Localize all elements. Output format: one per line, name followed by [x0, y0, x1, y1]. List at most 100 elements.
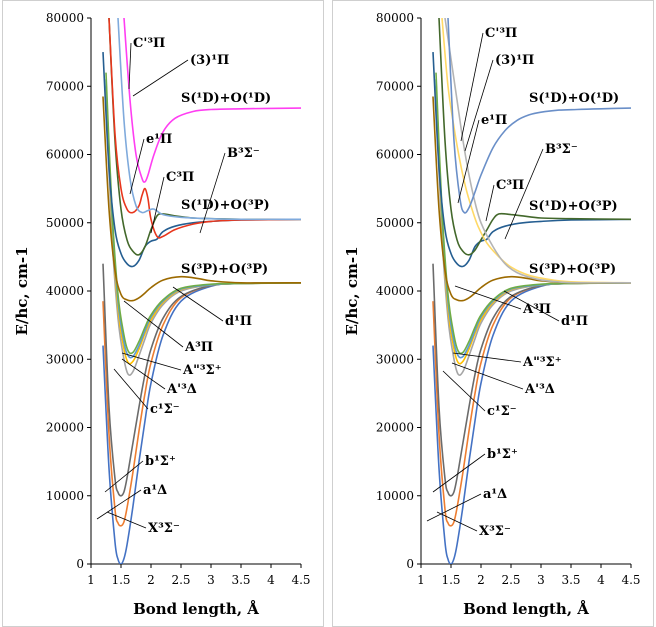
annotation-leader-line — [426, 493, 482, 522]
state-label-a: A"³Σ⁺ — [182, 363, 222, 378]
series-line-a — [435, 86, 631, 365]
state-label-a: A'³Δ — [524, 382, 555, 397]
x-tick-label: 4.5 — [621, 573, 640, 587]
annotation-leader-line — [123, 300, 184, 348]
state-label-x: X³Σ⁻ — [479, 524, 511, 539]
state-label-b: b¹Σ⁺ — [145, 454, 176, 469]
annotation-leader-line — [96, 489, 142, 520]
y-tick-label: 0 — [76, 557, 84, 571]
x-tick-label: 1 — [417, 573, 425, 587]
annotation-leader-line — [503, 290, 560, 322]
state-label-b: B³Σ⁻ — [227, 146, 260, 161]
state-label-3: (3)¹Π — [495, 53, 534, 68]
series-line-x — [432, 282, 631, 564]
state-label-a: A³Π — [184, 340, 213, 355]
annotation-leader-line — [121, 358, 166, 390]
x-tick-label: 1.5 — [111, 573, 130, 587]
y-tick-label: 60000 — [46, 148, 84, 162]
y-tick-label: 40000 — [376, 284, 414, 298]
annotation-leader-line — [436, 511, 478, 532]
y-axis-title: E/hc, cm-1 — [343, 246, 361, 335]
x-tick-label: 4.5 — [291, 573, 310, 587]
state-label-s-p-o-p: S(³P)+O(³P) — [181, 262, 268, 277]
chart-panel-left: 0 10000 20000 30000 40000 50000 60000 70000 8000… — [2, 0, 324, 627]
y-tick-label: 60000 — [376, 148, 414, 162]
state-label-a: a¹Δ — [143, 483, 167, 498]
series-line-d — [432, 96, 631, 302]
annotation-leader-line — [104, 460, 144, 493]
annotation-leader-line — [504, 148, 544, 240]
series-line-c — [438, 18, 631, 256]
series-line-c — [444, 18, 631, 284]
y-tick-label: 70000 — [46, 79, 84, 93]
annotation-leader-line — [485, 184, 495, 222]
y-tick-label: 30000 — [46, 352, 84, 366]
annotation-leader-line — [150, 176, 165, 234]
series-line-a — [105, 86, 301, 365]
state-label-s-d-o-d: S(¹D)+O(¹D) — [181, 91, 271, 106]
y-tick-label: 0 — [406, 557, 414, 571]
annotation-leader-line — [460, 32, 484, 142]
state-label-d: d¹Π — [561, 314, 588, 329]
state-label-d: d¹Π — [225, 314, 252, 329]
annotation-leader-line — [442, 370, 486, 412]
x-axis-title: Bond length, Å — [133, 600, 259, 618]
annotation-leader-line — [113, 368, 149, 410]
y-tick-label: 80000 — [46, 11, 84, 25]
series-group — [432, 18, 631, 564]
series-line-3 — [123, 18, 301, 183]
state-label-c: c¹Σ⁻ — [150, 402, 180, 417]
state-label-3: (3)¹Π — [190, 53, 229, 68]
state-label-s-d-o-p: S(¹D)+O(³P) — [181, 198, 270, 213]
annotation-leader-line — [132, 59, 189, 97]
x-tick-label: 2.5 — [501, 573, 520, 587]
y-tick-label: 80000 — [376, 11, 414, 25]
series-line-e — [441, 18, 631, 284]
annotation-leader-line — [464, 59, 494, 152]
x-tick-label: 1 — [87, 573, 95, 587]
series-line-a — [105, 72, 301, 355]
state-label-b: b¹Σ⁺ — [487, 447, 518, 462]
chart-panel-right: 0 10000 20000 30000 40000 50000 60000 70000 8000… — [332, 0, 654, 627]
x-tick-label: 3 — [207, 573, 215, 587]
annotation-leader-line — [121, 352, 182, 371]
state-label-c: C'³Π — [133, 36, 165, 51]
state-label-a: a¹Δ — [483, 487, 507, 502]
series-line-b — [432, 52, 631, 268]
x-tick-label: 3 — [537, 573, 545, 587]
annotation-leader-line — [452, 352, 522, 363]
y-axis-title: E/hc, cm-1 — [13, 246, 31, 335]
annotation-leader-line — [106, 511, 147, 529]
y-tick-label: 10000 — [46, 489, 84, 503]
x-tick-label: 2.5 — [171, 573, 190, 587]
state-label-x: X³Σ⁻ — [148, 521, 180, 536]
x-tick-label: 3.5 — [231, 573, 250, 587]
series-group — [102, 18, 301, 564]
series-line-e — [108, 18, 301, 239]
state-label-a: A'³Δ — [166, 382, 197, 397]
annotation-leader-line — [199, 152, 226, 234]
state-label-c: C³Π — [166, 170, 194, 185]
x-axis-title: Bond length, Å — [463, 600, 589, 618]
x-tick-label: 4 — [267, 573, 275, 587]
annotation-leader-line — [432, 453, 486, 493]
x-tick-label: 2 — [147, 573, 155, 587]
y-tick-label: 70000 — [376, 79, 414, 93]
state-label-c: C³Π — [496, 178, 524, 193]
x-tick-label: 4 — [597, 573, 605, 587]
x-tick-label: 2 — [477, 573, 485, 587]
series-line-c — [435, 99, 631, 376]
series-line-b — [102, 263, 301, 497]
annotation-leader-line — [172, 286, 224, 322]
x-tick-label: 3.5 — [561, 573, 580, 587]
y-tick-label: 40000 — [46, 284, 84, 298]
state-label-s-p-o-p: S(³P)+O(³P) — [529, 262, 616, 277]
x-tick-label: 1.5 — [441, 573, 460, 587]
annotation-leader-line — [457, 119, 480, 204]
series-line-b — [432, 263, 631, 497]
state-label-s-d-o-p: S(¹D)+O(³P) — [529, 199, 618, 214]
y-tick-label: 20000 — [46, 421, 84, 435]
annotation-leader-line — [128, 42, 132, 90]
annotation-leader-line — [129, 138, 145, 195]
state-label-a: A³Π — [522, 302, 551, 317]
